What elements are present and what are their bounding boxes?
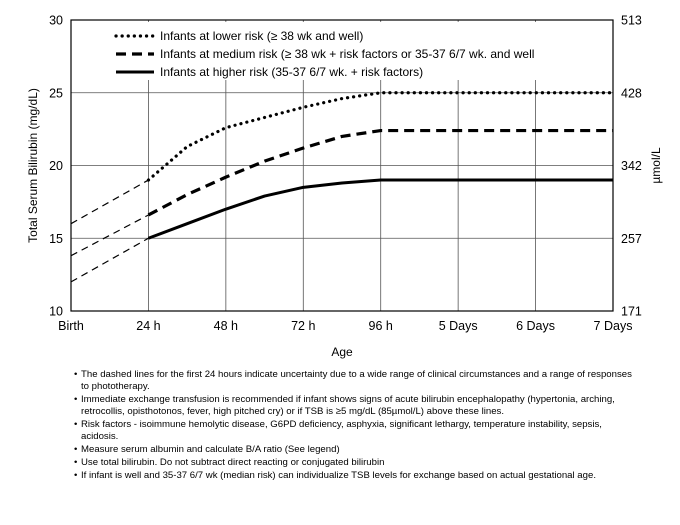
legend: Infants at lower risk (≥ 38 wk and well)… (107, 22, 577, 80)
x-tick-label: 24 h (136, 319, 160, 333)
note-item: The dashed lines for the first 24 hours … (74, 369, 634, 393)
y-tick-label: 25 (49, 86, 63, 100)
note-item: Immediate exchange transfusion is recomm… (74, 394, 634, 418)
x-tick-label: 96 h (369, 319, 393, 333)
notes-list: The dashed lines for the first 24 hours … (74, 369, 634, 483)
y2-axis-ticks: 171 257 342 428 513 (621, 14, 642, 319)
y-tick-label: 15 (49, 232, 63, 246)
x-tick-label: 48 h (214, 319, 238, 333)
series-layer (70, 91, 615, 283)
y-axis-ticks: 10 15 20 25 30 (49, 14, 63, 319)
y2-axis-label: µmol/L (649, 147, 663, 184)
note-item: Risk factors - isoimmune hemolytic disea… (74, 419, 634, 443)
y2-tick-label: 257 (621, 232, 642, 246)
series-group (70, 128, 613, 257)
y2-tick-label: 428 (621, 86, 642, 100)
note-item: If infant is well and 35-37 6/7 wk (medi… (74, 470, 634, 482)
series-line (147, 128, 613, 217)
uncertainty-line (70, 214, 149, 257)
x-axis-ticks: Birth 24 h 48 h 72 h 96 h 5 Days 6 Days 7 Days (58, 319, 632, 333)
note-item: Use total bilirubin. Do not subtract dir… (74, 457, 634, 469)
series-line (146, 91, 615, 182)
x-tick-label: 7 Days (594, 319, 633, 333)
y2-tick-label: 171 (621, 305, 642, 319)
y-tick-label: 30 (49, 14, 63, 28)
bilirubin-chart: 10 15 20 25 30 171 257 342 428 513 Birth 24 h 48 h… (26, 14, 663, 360)
note-item: Measure serum albumin and calculate B/A … (74, 444, 634, 456)
series-line (147, 178, 613, 240)
series-group (70, 178, 613, 283)
y-tick-label: 10 (49, 305, 63, 319)
y2-tick-label: 342 (621, 159, 642, 173)
x-tick-label: 6 Days (516, 319, 555, 333)
legend-entry: Infants at higher risk (35-37 6/7 wk. + … (160, 65, 423, 79)
legend-entry: Infants at lower risk (≥ 38 wk and well) (160, 29, 363, 43)
x-tick-label: 72 h (291, 319, 315, 333)
y-axis-label: Total Serum Bilirubin (mg/dL) (26, 88, 40, 243)
legend-entry: Infants at medium risk (≥ 38 wk + risk f… (160, 47, 534, 61)
uncertainty-line (70, 179, 149, 225)
x-tick-label: Birth (58, 319, 84, 333)
x-tick-label: 5 Days (439, 319, 478, 333)
y2-tick-label: 513 (621, 14, 642, 28)
series-group (70, 91, 615, 225)
y-tick-label: 20 (49, 159, 63, 173)
legend-background (107, 22, 577, 80)
plot-frame (70, 19, 614, 312)
uncertainty-line (70, 237, 149, 283)
x-axis-label: Age (331, 345, 353, 359)
